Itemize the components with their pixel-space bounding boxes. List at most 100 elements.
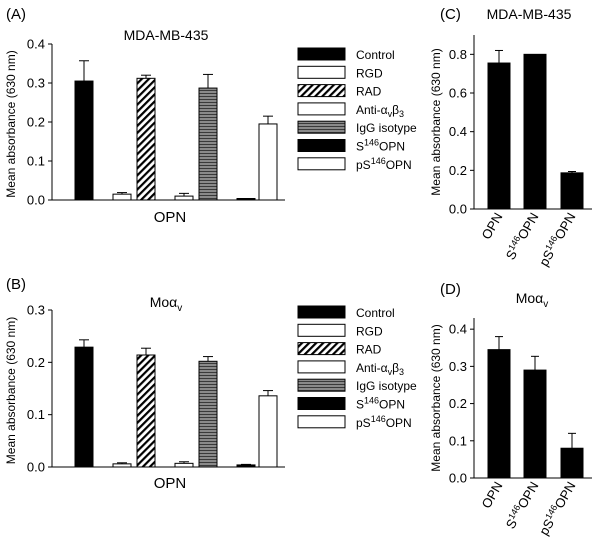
legend-swatch xyxy=(297,342,346,356)
y-tick-label: 0.3 xyxy=(449,359,467,374)
legend-text-part: RAD xyxy=(356,85,382,99)
legend-text-part: β xyxy=(392,103,399,117)
bar-igg-isotype xyxy=(198,360,218,468)
bar-control xyxy=(74,346,94,468)
chart-a: 0.0 0.1 0.2 0.3 0.4 MDA-MB-435 OPN Mean absorba… xyxy=(4,27,417,226)
legend-text-part: OPN xyxy=(386,158,412,172)
legend-text-part: RAD xyxy=(356,343,382,357)
legend-label: RAD xyxy=(356,343,382,357)
legend-subscript: 3 xyxy=(399,109,404,119)
bar-rgd xyxy=(112,193,132,201)
y-tick-label: 0.0 xyxy=(27,193,45,208)
y-tick-label: 0.6 xyxy=(449,86,467,101)
legend-superscript: 146 xyxy=(364,138,379,148)
legend-swatch xyxy=(297,378,346,392)
x-tick-text: pS xyxy=(536,247,557,269)
legend-item: S146OPN xyxy=(297,396,405,412)
legend-item: pS146OPN xyxy=(297,156,412,172)
title-text: Moα xyxy=(150,294,178,310)
x-tick-text: OPN xyxy=(552,210,579,242)
x-tick-text: OPN xyxy=(552,479,579,511)
bar-ps146opn xyxy=(258,395,278,468)
legend-label: IgG isotype xyxy=(356,379,417,393)
legend-label: RAD xyxy=(356,85,382,99)
y-tick-label: 0.2 xyxy=(27,355,45,370)
y-tick-label: 0.1 xyxy=(27,154,45,169)
legend-label: pS146OPN xyxy=(356,156,412,172)
legend-superscript: 146 xyxy=(364,396,379,406)
legend-label: Anti-αvβ3 xyxy=(356,361,404,377)
y-axis-label: Mean absorbance (630 nm) xyxy=(429,48,443,195)
legend-text-part: OPN xyxy=(386,416,412,430)
legend-superscript: 146 xyxy=(371,414,386,424)
x-tick-text: OPN xyxy=(479,479,506,511)
legend-item: Anti-αvβ3 xyxy=(297,102,404,119)
panel-letter-a: (A) xyxy=(6,6,26,23)
x-tick-text: OPN xyxy=(515,210,542,242)
bar-rad xyxy=(136,77,156,201)
chart-layer: (A) (B) (C) (D) 0.0 0.1 0.2 0.3 0.4 MDA-MB-435 OPN… xyxy=(4,6,592,537)
legend-item: IgG isotype xyxy=(297,378,417,393)
bar-0 xyxy=(487,62,511,210)
x-tick-text: pS xyxy=(536,516,557,537)
y-tick-label: 0.1 xyxy=(27,407,45,422)
chart-title: Moαv xyxy=(150,294,183,314)
title-subscript: v xyxy=(177,303,182,314)
bar-igg-isotype xyxy=(198,87,218,201)
chart-title: MDA-MB-435 xyxy=(487,6,572,22)
y-tick-label: 0.0 xyxy=(27,460,45,475)
panel-letter-d: (D) xyxy=(440,281,461,298)
legend-text-part: RGD xyxy=(356,66,383,80)
chart-c: 0.00.20.40.60.8OPNS146OPNpS146OPNMDA-MB-… xyxy=(429,6,592,269)
legend-item: Anti-αvβ3 xyxy=(297,360,404,377)
x-tick-label: S146OPN xyxy=(502,210,542,263)
legend-item: RGD xyxy=(297,323,383,338)
legend-swatch xyxy=(297,65,346,79)
y-tick-label: 0.2 xyxy=(449,396,467,411)
legend-swatch xyxy=(297,120,346,134)
y-tick-label: 0.0 xyxy=(449,471,467,486)
panel-letter-c: (C) xyxy=(440,6,461,23)
x-tick-text: OPN xyxy=(479,210,506,242)
legend-swatch xyxy=(297,102,346,116)
legend-item: RAD xyxy=(297,342,382,357)
x-tick-label: pS146OPN xyxy=(535,210,578,269)
y-tick-label: 0.8 xyxy=(449,47,467,62)
y-tick-label: 0.1 xyxy=(449,433,467,448)
y-tick-label: 0.2 xyxy=(27,115,45,130)
y-tick-label: 0.3 xyxy=(27,303,45,318)
bar-rad xyxy=(136,354,156,468)
bar-2 xyxy=(560,172,584,210)
y-axis-label: Mean absorbance (630 nm) xyxy=(4,50,18,197)
legend-swatch xyxy=(297,157,346,171)
chart-title: MDA-MB-435 xyxy=(124,27,209,43)
legend-label: IgG isotype xyxy=(356,121,417,135)
legend-swatch xyxy=(297,139,346,152)
bar-1 xyxy=(523,369,547,479)
legend-label: Control xyxy=(356,48,395,62)
legend-swatch xyxy=(297,323,346,337)
chart-title: Moαv xyxy=(516,290,549,310)
legend-superscript: 146 xyxy=(371,156,386,166)
chart-d: 0.00.10.20.30.4OPNS146OPNpS146OPNMoαvMea… xyxy=(429,290,592,537)
legend-item: Control xyxy=(297,47,395,62)
panel-letter-b: (B) xyxy=(6,276,26,293)
y-tick-label: 0.2 xyxy=(449,163,467,178)
legend-label: S146OPN xyxy=(356,396,405,412)
legend-label: S146OPN xyxy=(356,138,405,154)
legend-item: RGD xyxy=(297,65,383,80)
legend-text-part: OPN xyxy=(379,140,405,154)
x-tick-label: OPN xyxy=(479,479,506,511)
bar-anti-v-3 xyxy=(174,462,194,468)
legend-text-part: IgG isotype xyxy=(356,379,417,393)
legend-text-part: IgG isotype xyxy=(356,121,417,135)
legend-text-part: Anti-α xyxy=(356,361,388,375)
legend-swatch xyxy=(297,415,346,429)
x-axis-label: OPN xyxy=(154,475,187,492)
x-tick-label: S146OPN xyxy=(502,479,542,532)
y-tick-label: 0.4 xyxy=(449,322,467,337)
title-subscript: v xyxy=(543,299,548,310)
legend-text-part: S xyxy=(356,140,364,154)
